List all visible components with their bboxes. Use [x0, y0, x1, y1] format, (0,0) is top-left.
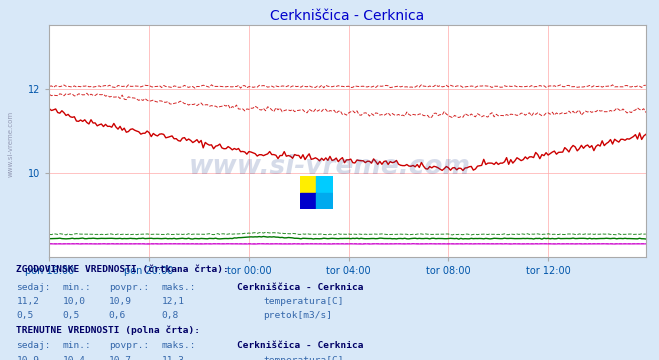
Text: 10,7: 10,7	[109, 356, 132, 360]
Text: Cerkniščica - Cerknica: Cerkniščica - Cerknica	[237, 341, 364, 350]
Text: 0,6: 0,6	[109, 311, 126, 320]
Bar	[300, 193, 316, 209]
Text: 10,9: 10,9	[16, 356, 40, 360]
Text: 0,5: 0,5	[63, 311, 80, 320]
Text: maks.:: maks.:	[161, 341, 196, 350]
Title: Cerkniščica - Cerknica: Cerkniščica - Cerknica	[270, 9, 425, 23]
Text: 10,4: 10,4	[63, 356, 86, 360]
Text: 0,5: 0,5	[16, 311, 34, 320]
Text: www.si-vreme.com: www.si-vreme.com	[188, 154, 471, 180]
Text: Cerkniščica - Cerknica: Cerkniščica - Cerknica	[237, 283, 364, 292]
Text: temperatura[C]: temperatura[C]	[264, 297, 344, 306]
Text: 12,1: 12,1	[161, 297, 185, 306]
Text: 11,2: 11,2	[16, 297, 40, 306]
Bar	[316, 193, 333, 209]
Text: 0,8: 0,8	[161, 311, 179, 320]
Text: sedaj:: sedaj:	[16, 341, 51, 350]
Text: min.:: min.:	[63, 283, 92, 292]
Text: www.si-vreme.com: www.si-vreme.com	[8, 111, 14, 177]
Text: povpr.:: povpr.:	[109, 283, 149, 292]
Text: pretok[m3/s]: pretok[m3/s]	[264, 311, 333, 320]
Text: 10,9: 10,9	[109, 297, 132, 306]
Bar	[316, 176, 333, 193]
Text: TRENUTNE VREDNOSTI (polna črta):: TRENUTNE VREDNOSTI (polna črta):	[16, 326, 200, 335]
Text: maks.:: maks.:	[161, 283, 196, 292]
Text: 10,0: 10,0	[63, 297, 86, 306]
Text: temperatura[C]: temperatura[C]	[264, 356, 344, 360]
Bar	[300, 176, 316, 193]
Text: ZGODOVINSKE VREDNOSTI (črtkana črta):: ZGODOVINSKE VREDNOSTI (črtkana črta):	[16, 265, 229, 274]
Text: sedaj:: sedaj:	[16, 283, 51, 292]
Text: 11,3: 11,3	[161, 356, 185, 360]
Text: povpr.:: povpr.:	[109, 341, 149, 350]
Text: min.:: min.:	[63, 341, 92, 350]
